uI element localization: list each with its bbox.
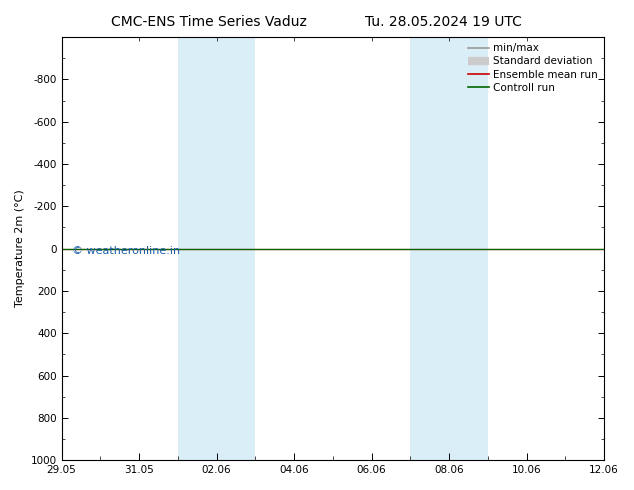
Y-axis label: Temperature 2m (°C): Temperature 2m (°C): [15, 190, 25, 307]
Text: CMC-ENS Time Series Vaduz: CMC-ENS Time Series Vaduz: [112, 15, 307, 29]
Text: © weatheronline.in: © weatheronline.in: [72, 246, 181, 256]
Legend: min/max, Standard deviation, Ensemble mean run, Controll run: min/max, Standard deviation, Ensemble me…: [464, 39, 602, 97]
Text: Tu. 28.05.2024 19 UTC: Tu. 28.05.2024 19 UTC: [365, 15, 522, 29]
Bar: [410, 37, 488, 460]
Bar: [178, 37, 256, 460]
